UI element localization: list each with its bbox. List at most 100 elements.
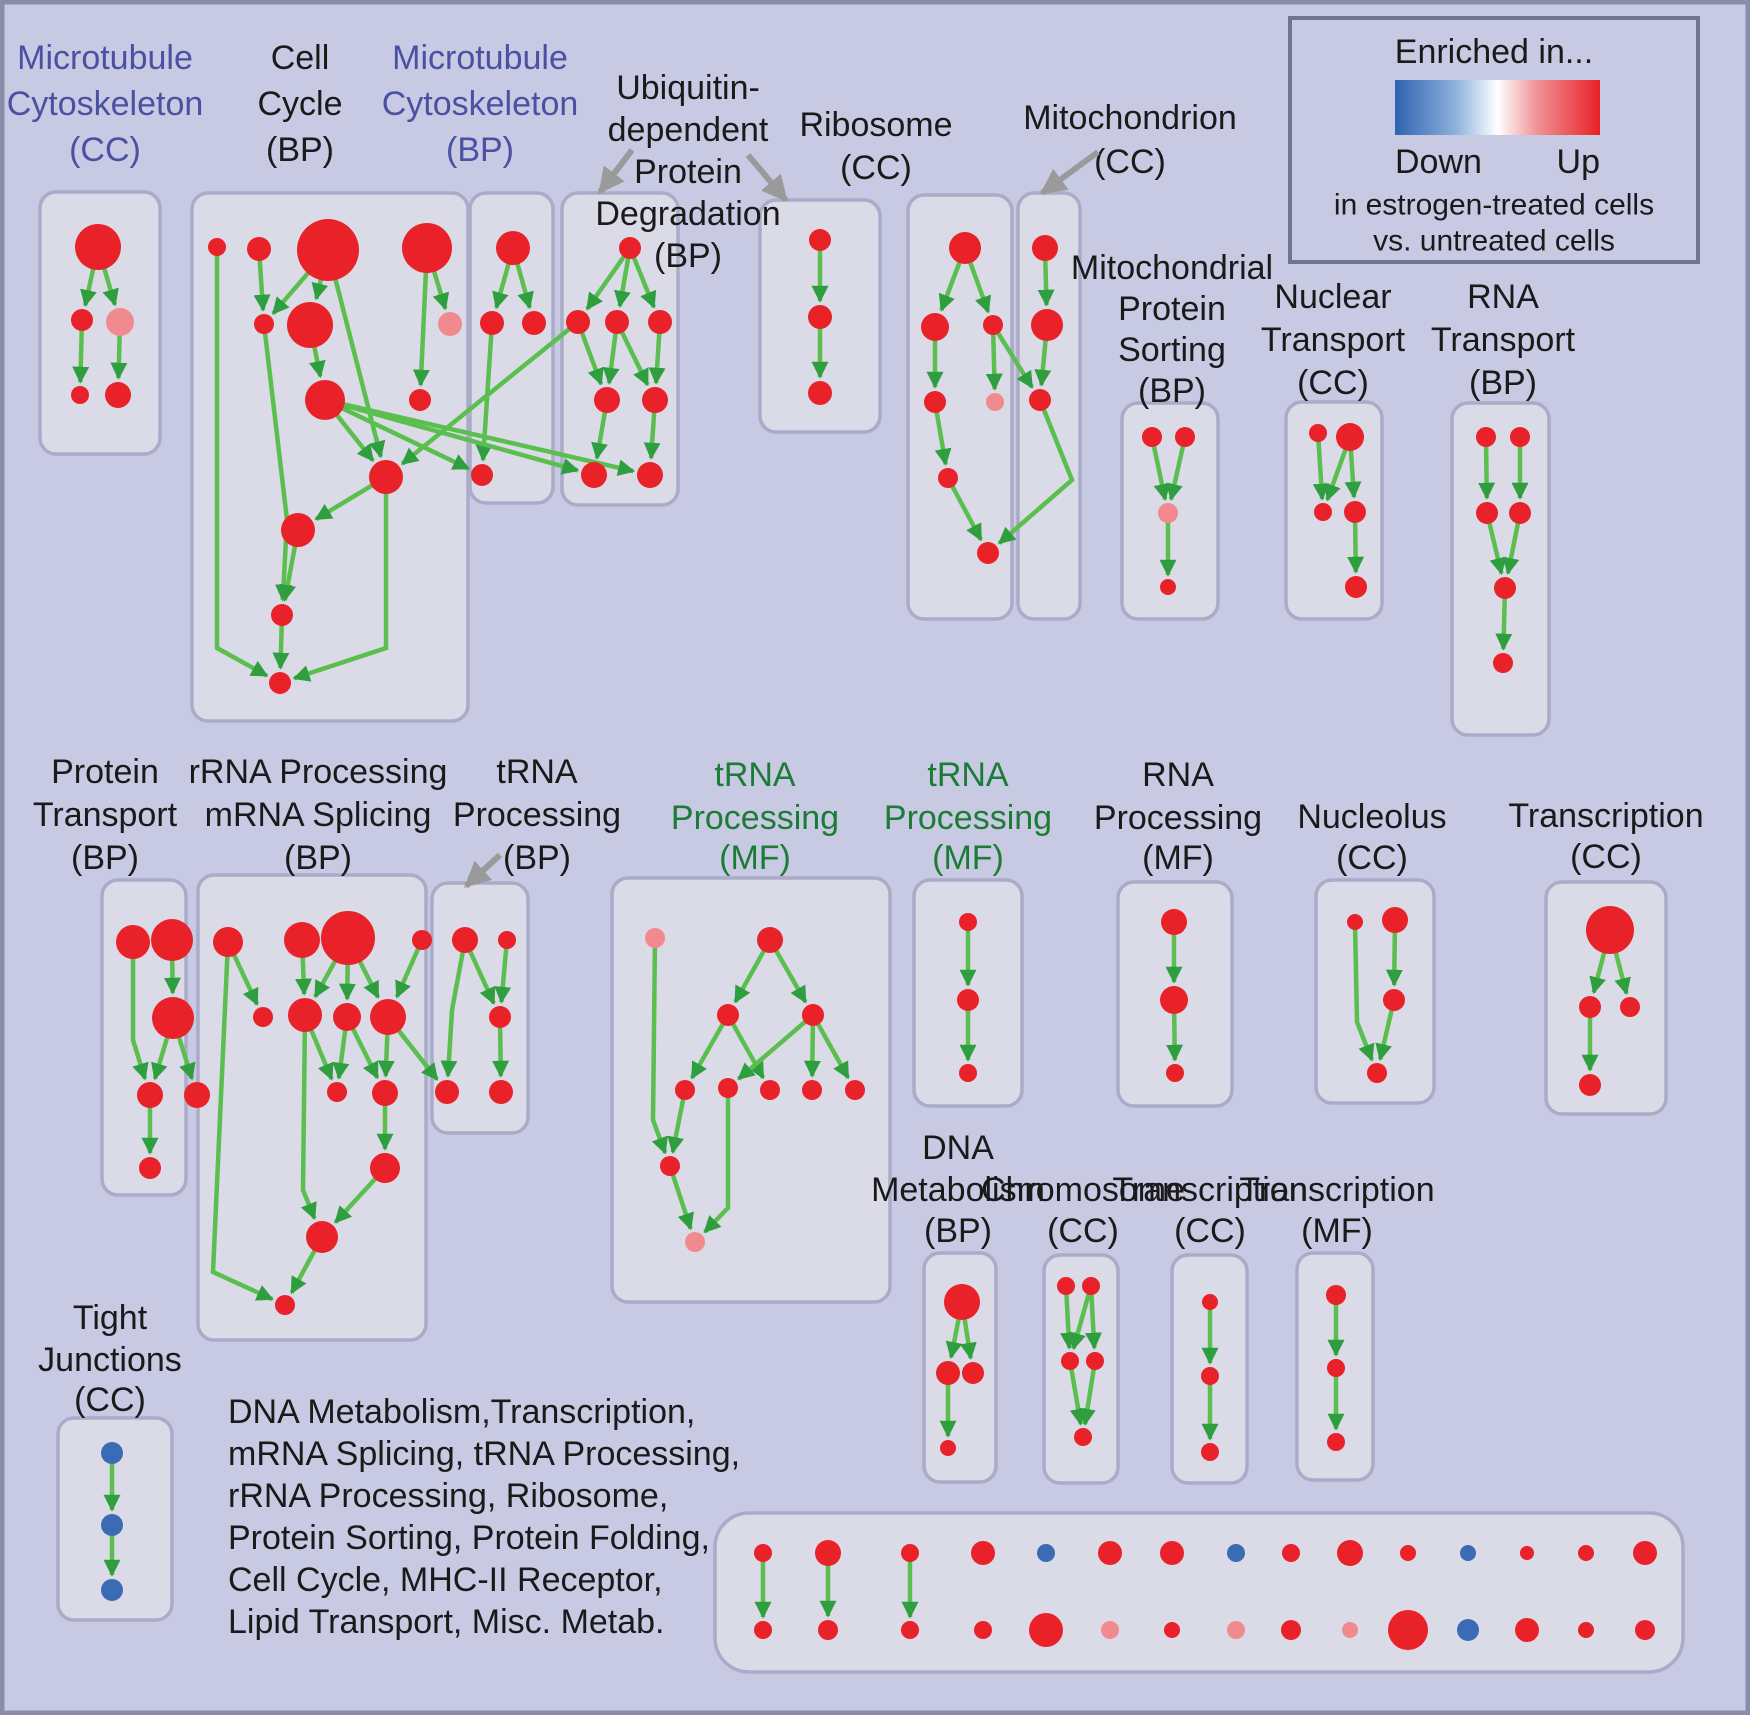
group-box-misc xyxy=(713,1511,1685,1674)
go-term-node xyxy=(1029,389,1051,411)
go-term-node xyxy=(1579,996,1601,1018)
go-term-node xyxy=(1175,427,1195,447)
go-term-node xyxy=(1336,423,1364,451)
go-term-node xyxy=(1633,1541,1657,1565)
go-term-node xyxy=(1031,309,1063,341)
go-term-node xyxy=(802,1080,822,1100)
go-term-node xyxy=(1515,1618,1539,1642)
go-term-node xyxy=(1201,1367,1219,1385)
go-term-node xyxy=(139,1157,161,1179)
group-box-transcription-cc-2 xyxy=(1544,880,1668,1116)
go-term-node xyxy=(247,237,271,261)
go-term-node xyxy=(808,305,832,329)
go-term-node xyxy=(1082,1277,1100,1295)
group-label-ubiq1: Ubiquitin- xyxy=(616,69,760,107)
go-term-node xyxy=(1227,1544,1245,1562)
group-label-mitochondrion: Mitochondrion xyxy=(1023,99,1237,137)
go-term-node xyxy=(1344,501,1366,523)
go-term-node xyxy=(1460,1545,1476,1561)
go-term-node xyxy=(1101,1621,1119,1639)
go-term-node xyxy=(489,1080,513,1104)
group-box-nucleolus xyxy=(1314,878,1436,1105)
group-label-mps: Sorting xyxy=(1118,331,1226,369)
go-term-node xyxy=(306,1221,338,1253)
go-term-node xyxy=(938,468,958,488)
misc-categories-text-line: DNA Metabolism,Transcription, xyxy=(228,1393,695,1431)
go-term-node xyxy=(1457,1619,1479,1641)
group-label-trna-mf2: Processing xyxy=(884,799,1052,837)
go-term-node xyxy=(1509,502,1531,524)
group-label-mps: Protein xyxy=(1118,290,1226,328)
go-term-node xyxy=(284,922,320,958)
go-term-node xyxy=(1579,1074,1601,1096)
go-term-node xyxy=(648,310,672,334)
edge-arrow xyxy=(214,247,269,678)
go-term-node xyxy=(642,387,668,413)
group-label-dna-metabolism: DNA xyxy=(922,1129,994,1167)
go-term-node xyxy=(1347,914,1363,930)
go-term-node xyxy=(71,309,93,331)
group-label-nucleolus: Nucleolus xyxy=(1297,798,1446,836)
go-term-node xyxy=(1400,1545,1416,1561)
go-term-node xyxy=(754,1544,772,1562)
go-term-node xyxy=(480,311,504,335)
edge-arrow xyxy=(991,323,1034,389)
group-label-transcription-cc-2: Transcription xyxy=(1508,797,1703,835)
go-term-node xyxy=(1367,1063,1387,1083)
go-term-node xyxy=(184,1082,210,1108)
go-term-node xyxy=(1345,576,1367,598)
go-term-node xyxy=(977,542,999,564)
go-term-node xyxy=(949,232,981,264)
group-label-ubiq1: dependent xyxy=(608,111,769,149)
group-label-rna-mf: Processing xyxy=(1094,799,1262,837)
go-term-node xyxy=(305,380,345,420)
go-term-node xyxy=(986,393,1004,411)
go-term-node xyxy=(921,313,949,341)
go-term-node xyxy=(1281,1620,1301,1640)
group-label-dna-metabolism: Metabolism xyxy=(871,1171,1045,1209)
go-term-node xyxy=(370,1153,400,1183)
group-label-mitochondrion: (CC) xyxy=(1094,143,1166,181)
go-term-node xyxy=(1142,427,1162,447)
group-label-ubiq1: Protein xyxy=(634,153,742,191)
go-term-node xyxy=(940,1440,956,1456)
group-label-ribosome: Ribosome xyxy=(799,106,952,144)
go-term-node xyxy=(1383,989,1405,1011)
group-label-cell-cycle: Cycle xyxy=(257,85,342,123)
go-term-node xyxy=(101,1442,123,1464)
group-label-transcription-cc-3: Transcription xyxy=(1112,1171,1307,1209)
go-term-node xyxy=(452,927,478,953)
group-label-rna-mf: RNA xyxy=(1142,756,1214,794)
group-label-trna-bp: Processing xyxy=(453,796,621,834)
go-term-node xyxy=(1227,1621,1245,1639)
misc-categories-text-line: Protein Sorting, Protein Folding, xyxy=(228,1519,710,1557)
group-label-mt-bp: Microtubule xyxy=(392,39,568,77)
go-term-node xyxy=(1494,577,1516,599)
group-label-protein-transport: (BP) xyxy=(71,839,139,877)
edge-arrow xyxy=(1149,436,1171,501)
go-term-node xyxy=(760,1080,780,1100)
edge-arrow xyxy=(1312,432,1330,501)
go-term-node xyxy=(333,1003,361,1031)
annotation-arrow xyxy=(745,153,789,202)
go-term-node xyxy=(75,224,121,270)
edge-arrow xyxy=(1166,436,1188,501)
go-term-node xyxy=(137,1082,163,1108)
go-term-node xyxy=(1493,653,1513,673)
edge-arrow xyxy=(400,320,580,466)
edge-arrow xyxy=(811,1013,851,1080)
group-label-transcription-mf: (MF) xyxy=(1301,1212,1373,1250)
go-term-node xyxy=(1578,1622,1594,1638)
go-term-node xyxy=(1160,986,1188,1014)
go-term-node xyxy=(1635,1620,1655,1640)
group-label-ubiq1: Degradation xyxy=(595,195,780,233)
edge-arrow xyxy=(737,1013,815,1081)
go-term-node xyxy=(369,460,403,494)
edge-arrow xyxy=(1085,1285,1102,1350)
go-term-node xyxy=(281,513,315,547)
go-term-node xyxy=(213,927,243,957)
go-term-node xyxy=(275,1295,295,1315)
go-term-node xyxy=(1166,1064,1184,1082)
go-term-node xyxy=(254,314,274,334)
